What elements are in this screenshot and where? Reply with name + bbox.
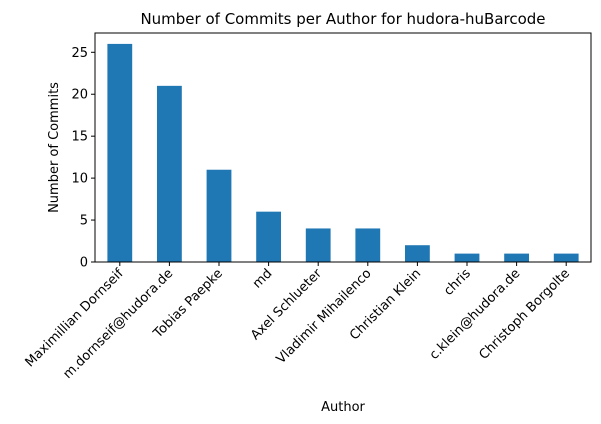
y-tick-label: 10 — [71, 172, 88, 187]
chart-title: Number of Commits per Author for hudora-… — [140, 10, 545, 28]
bar — [405, 245, 430, 262]
x-axis: Maximillian Dornseifm.dornseif@hudora.de… — [23, 262, 573, 382]
x-tick-label: md — [250, 266, 275, 291]
y-tick-label: 20 — [71, 88, 88, 103]
bar — [454, 253, 480, 262]
y-axis-label: Number of Commits — [47, 82, 62, 213]
bar — [206, 169, 232, 262]
y-tick-label: 15 — [71, 130, 88, 145]
bar — [256, 211, 281, 262]
x-tick-label: c.klein@hudora.de — [427, 266, 524, 363]
bar — [504, 253, 529, 262]
x-axis-label: Author — [321, 400, 365, 415]
x-tick-label: Vladimir Mihailenco — [274, 266, 375, 367]
x-tick-label: chris — [441, 266, 474, 299]
bar — [305, 228, 331, 262]
plot-area — [107, 43, 579, 263]
y-tick-label: 5 — [80, 214, 88, 229]
y-tick-label: 25 — [71, 46, 88, 61]
x-tick-label: Maximillian Dornseif — [23, 266, 127, 370]
bar — [553, 253, 579, 262]
x-tick-label: Christoph Borgolte — [476, 266, 573, 363]
bar — [107, 43, 133, 263]
bar — [157, 85, 182, 262]
bar — [355, 228, 381, 262]
y-tick-label: 0 — [80, 256, 88, 271]
plot-frame — [94, 32, 592, 263]
y-axis: 0 5 10 15 20 25 — [71, 46, 95, 271]
